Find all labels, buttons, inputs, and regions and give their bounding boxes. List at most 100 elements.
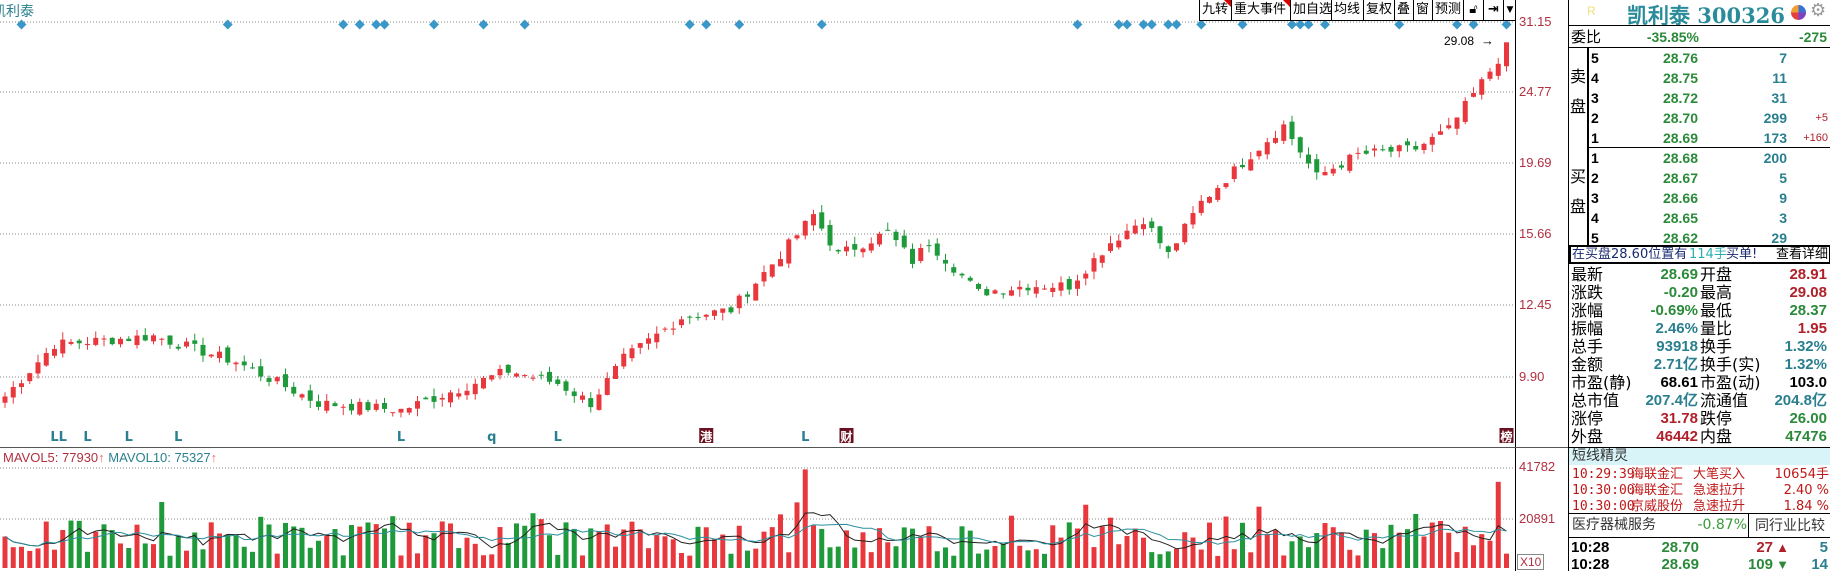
volume-bar-up <box>596 531 602 568</box>
lock-icon[interactable]: 🔓︎ <box>1463 0 1483 21</box>
bid-price[interactable]: 28.68 <box>1662 150 1698 166</box>
news-badge[interactable] <box>699 428 714 443</box>
stat-label: 总手 <box>1571 337 1604 356</box>
candle-down <box>819 212 825 229</box>
volume-bar-down <box>1405 529 1410 568</box>
candle-down <box>984 289 990 296</box>
volume-bar-up <box>1116 544 1122 568</box>
event-marker-icon[interactable] <box>16 19 27 30</box>
ask-price[interactable]: 28.75 <box>1662 70 1698 86</box>
event-marker-icon[interactable] <box>1394 19 1405 30</box>
candle-up <box>1421 143 1427 150</box>
ask-level: 3 <box>1591 90 1599 106</box>
toolbar-button-2[interactable]: 加自选 <box>1290 0 1332 21</box>
stat-label: 市盈(静) <box>1571 373 1632 392</box>
news-badge[interactable] <box>839 428 854 443</box>
sprite-event-row[interactable]: 10:30:00 海联金汇 急速拉升 2.40 % <box>1569 482 1830 499</box>
event-marker-icon[interactable] <box>338 19 349 30</box>
event-marker-icon[interactable] <box>429 19 439 30</box>
bid-price[interactable]: 28.65 <box>1662 210 1698 226</box>
toolbar-button-6[interactable]: 窗 <box>1413 0 1432 21</box>
event-value: 10654手 <box>1774 467 1829 482</box>
pie-chart-icon[interactable] <box>1791 5 1806 20</box>
event-marker-icon[interactable] <box>519 19 530 30</box>
stat-label: 内盘 <box>1700 427 1733 446</box>
event-marker-icon[interactable] <box>1303 19 1314 30</box>
bid-price[interactable]: 28.67 <box>1662 170 1698 186</box>
bottom-marker-label[interactable]: L <box>397 430 405 445</box>
jump-to-end-icon[interactable]: ⇥ <box>1483 0 1503 21</box>
toolbar-button-3[interactable]: 均线 <box>1331 0 1363 21</box>
volume-bar-up <box>811 525 816 568</box>
event-marker-icon[interactable] <box>1138 19 1149 30</box>
event-marker-icon[interactable] <box>1501 19 1512 30</box>
order-notice-bar[interactable]: 在买盘28.60位置有 114手 买单! 查看详细 <box>1569 245 1830 264</box>
bottom-marker-label[interactable]: L <box>801 430 809 445</box>
event-marker-icon[interactable] <box>734 19 745 30</box>
event-marker-icon[interactable] <box>1468 19 1479 30</box>
event-marker-icon[interactable] <box>816 19 827 30</box>
event-stock[interactable]: 京威股份 <box>1631 499 1684 514</box>
event-marker-icon[interactable] <box>1295 19 1306 30</box>
ask-price[interactable]: 28.76 <box>1662 50 1698 66</box>
bottom-marker-label[interactable]: L <box>554 430 562 445</box>
event-marker-icon[interactable] <box>222 19 233 30</box>
event-marker-icon[interactable] <box>701 19 712 30</box>
sprite-event-row[interactable]: 10:29:39 海联金汇 大笔买入 10654手 <box>1569 466 1830 483</box>
gear-icon[interactable]: ⚙ <box>1810 0 1827 20</box>
news-badge[interactable] <box>1499 428 1514 443</box>
stat-row: 涨跌 -0.20 最高 29.08 <box>1569 284 1830 302</box>
bid-price[interactable]: 28.66 <box>1662 190 1698 206</box>
bottom-marker-label[interactable]: L <box>125 430 133 445</box>
event-stock[interactable]: 海联金汇 <box>1631 467 1684 482</box>
event-marker-icon[interactable] <box>478 19 489 30</box>
event-stock[interactable]: 海联金汇 <box>1631 483 1684 498</box>
event-marker-icon[interactable] <box>354 19 365 30</box>
stat-value: -0.20 <box>1663 284 1698 301</box>
industry-row[interactable]: 医疗器械服务 -0.87% <box>1569 514 1749 536</box>
event-marker-icon[interactable] <box>1196 19 1207 30</box>
toolbar-button-4[interactable]: 复权 <box>1363 0 1394 21</box>
volume-bar-down <box>893 546 899 568</box>
ask-price[interactable]: 28.72 <box>1662 90 1698 106</box>
bottom-marker-label[interactable]: 港 <box>700 429 713 444</box>
ask-price[interactable]: 28.70 <box>1662 110 1698 126</box>
volume-multiplier-button[interactable]: X10 <box>1517 554 1545 570</box>
bottom-marker-label[interactable]: L <box>59 430 67 445</box>
industry-compare-button[interactable]: 同行业比较 <box>1748 514 1830 537</box>
event-marker-icon[interactable] <box>1146 19 1157 30</box>
event-marker-icon[interactable] <box>1122 19 1132 30</box>
ask-price[interactable]: 28.69 <box>1662 130 1698 146</box>
tick-price: 28.69 <box>1661 556 1699 573</box>
toolbar-button-7[interactable]: 预测 <box>1432 0 1463 21</box>
bottom-marker-label[interactable]: L <box>83 430 91 445</box>
bottom-marker-label[interactable]: L <box>174 430 182 445</box>
volume-bar-up <box>613 546 618 568</box>
bottom-marker-label[interactable]: L <box>50 430 58 445</box>
volume-bar-down <box>200 549 206 568</box>
toolbar-button-1[interactable]: 重大事件 <box>1231 0 1290 21</box>
event-marker-icon[interactable] <box>1320 19 1330 30</box>
volume-bar-up <box>877 528 882 568</box>
sprite-event-row[interactable]: 10:30:00 京威股份 急速拉升 1.84 % <box>1569 498 1830 515</box>
bottom-marker-label[interactable]: 榜 <box>1500 429 1512 444</box>
bottom-marker-label[interactable]: q <box>487 430 496 445</box>
event-marker-icon[interactable] <box>1237 19 1248 30</box>
chevron-down-icon[interactable]: ▼ <box>1503 0 1516 21</box>
toolbar-button-0[interactable]: 九转 <box>1199 0 1231 21</box>
event-marker-icon[interactable] <box>1113 19 1124 30</box>
event-marker-icon[interactable] <box>1072 19 1083 30</box>
view-detail-link[interactable]: 查看详细 <box>1775 247 1828 262</box>
bottom-marker-label[interactable]: 财 <box>839 429 852 444</box>
event-marker-icon[interactable] <box>1171 19 1182 30</box>
toolbar-button-5[interactable]: 叠 <box>1394 0 1413 21</box>
event-marker-icon[interactable] <box>1287 19 1297 30</box>
volume-bar-down <box>1380 548 1386 568</box>
event-marker-icon[interactable] <box>1163 19 1174 30</box>
event-marker-icon[interactable] <box>1452 19 1462 30</box>
bid-price[interactable]: 28.62 <box>1662 230 1698 246</box>
volume-bar-up <box>1281 555 1287 568</box>
event-marker-icon[interactable] <box>379 19 390 30</box>
event-marker-icon[interactable] <box>684 19 695 30</box>
